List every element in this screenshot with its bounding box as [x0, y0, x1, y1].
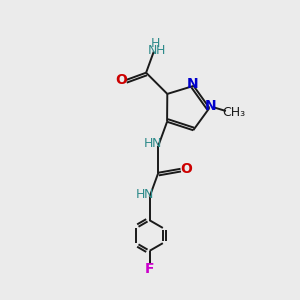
Text: O: O: [116, 73, 127, 87]
Text: H: H: [156, 44, 165, 57]
Text: N: N: [205, 100, 217, 113]
Text: H: H: [135, 188, 145, 201]
Text: F: F: [145, 262, 154, 276]
Text: CH₃: CH₃: [223, 106, 246, 119]
Text: N: N: [148, 44, 157, 57]
Text: H: H: [151, 37, 160, 50]
Text: N: N: [152, 137, 161, 150]
Text: N: N: [186, 77, 198, 92]
Text: O: O: [180, 162, 192, 176]
Text: H: H: [144, 137, 153, 150]
Text: N: N: [143, 188, 153, 201]
